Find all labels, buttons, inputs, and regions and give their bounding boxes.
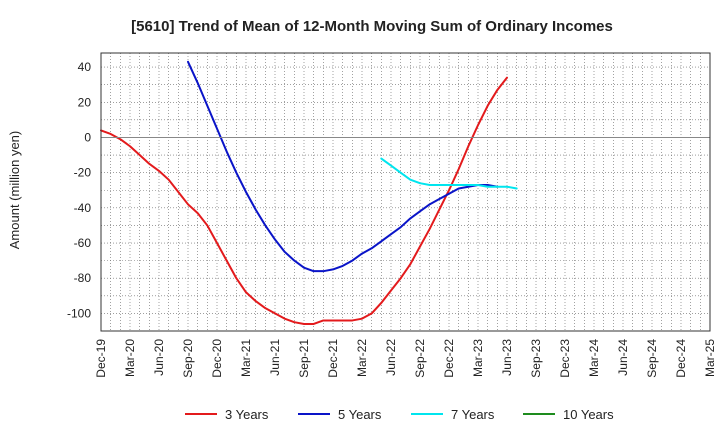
series-line-7-years	[380, 157, 518, 190]
y-tick-label: 20	[78, 95, 92, 109]
legend-label-5-years: 5 Years	[338, 407, 382, 422]
x-tick-label: Jun-21	[268, 339, 282, 376]
x-tick-label: Jun-24	[616, 339, 630, 376]
y-tick-label: -100	[67, 306, 91, 320]
x-tick-label: Sep-20	[181, 339, 195, 378]
legend-label-7-years: 7 Years	[451, 407, 495, 422]
series-line-5-years	[187, 60, 499, 273]
series-line-3-years	[100, 76, 508, 325]
x-tick-label: Mar-20	[123, 339, 137, 377]
x-tick-label: Sep-24	[645, 339, 659, 378]
x-tick-label: Dec-20	[210, 339, 224, 378]
x-tick-label: Dec-19	[94, 339, 108, 378]
x-tick-label: Sep-22	[413, 339, 427, 378]
x-tick-label: Jun-20	[152, 339, 166, 376]
x-tick-label: Mar-24	[587, 339, 601, 377]
y-tick-label: -60	[74, 236, 92, 250]
y-tick-label: -40	[74, 201, 92, 215]
plot-area	[101, 53, 710, 331]
grid	[100, 53, 711, 332]
x-tick-label: Mar-21	[239, 339, 253, 377]
x-tick-label: Mar-25	[703, 339, 717, 377]
chart-title: [5610] Trend of Mean of 12-Month Moving …	[131, 18, 613, 35]
x-tick-label: Jun-23	[500, 339, 514, 376]
legend-label-3-years: 3 Years	[225, 407, 269, 422]
x-tick-label: Jun-22	[384, 339, 398, 376]
x-tick-label: Dec-22	[442, 339, 456, 378]
x-tick-label: Mar-23	[471, 339, 485, 377]
x-tick-label: Dec-21	[326, 339, 340, 378]
y-tick-labels: 40 20 0 -20 -40 -60 -80 -100	[67, 60, 91, 320]
plot-border	[100, 52, 711, 332]
legend-label-10-years: 10 Years	[563, 407, 614, 422]
x-tick-label: Dec-24	[674, 339, 688, 378]
x-tick-label: Sep-21	[297, 339, 311, 378]
y-tick-label: 0	[84, 130, 91, 144]
series-layer	[100, 60, 518, 325]
y-axis-label: Amount (million yen)	[7, 131, 22, 250]
legend: 3 Years 5 Years 7 Years 10 Years	[185, 407, 614, 422]
x-tick-label: Mar-22	[355, 339, 369, 377]
x-tick-label: Sep-23	[529, 339, 543, 378]
plot-background	[101, 53, 710, 331]
y-tick-label: -80	[74, 271, 92, 285]
x-tick-label: Dec-23	[558, 339, 572, 378]
y-tick-label: 40	[78, 60, 92, 74]
x-tick-labels: Dec-19 Mar-20 Jun-20 Sep-20 Dec-20 Mar-21 Jun-…	[94, 339, 717, 378]
axes	[100, 52, 711, 332]
y-tick-label: -20	[74, 166, 92, 180]
